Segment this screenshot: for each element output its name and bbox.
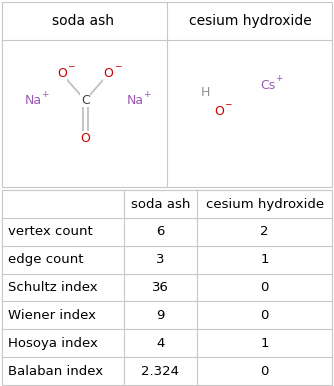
Text: 4: 4 — [156, 337, 165, 350]
Text: 1: 1 — [261, 337, 269, 350]
Text: +: + — [276, 74, 283, 83]
Text: O: O — [104, 67, 114, 80]
Text: 1: 1 — [261, 253, 269, 266]
Text: 9: 9 — [156, 309, 165, 322]
Text: Wiener index: Wiener index — [8, 309, 96, 322]
Text: soda ash: soda ash — [131, 198, 190, 210]
Text: 36: 36 — [152, 281, 169, 294]
Text: 0: 0 — [261, 309, 269, 322]
Text: cesium hydroxide: cesium hydroxide — [206, 198, 324, 210]
Text: −: − — [224, 99, 232, 108]
Text: −: − — [114, 61, 122, 70]
Text: O: O — [80, 132, 90, 145]
Text: Schultz index: Schultz index — [8, 281, 98, 294]
Text: +: + — [41, 90, 48, 99]
Text: C: C — [81, 94, 90, 107]
Text: edge count: edge count — [8, 253, 84, 266]
Text: Balaban index: Balaban index — [8, 365, 104, 378]
Text: Na: Na — [127, 94, 144, 107]
Text: 3: 3 — [156, 253, 165, 266]
Text: H: H — [201, 86, 210, 99]
Text: Cs: Cs — [261, 79, 276, 91]
Text: 2: 2 — [261, 225, 269, 239]
Text: cesium hydroxide: cesium hydroxide — [189, 14, 312, 28]
Text: 2.324: 2.324 — [141, 365, 179, 378]
Text: −: − — [67, 61, 75, 70]
Text: Na: Na — [25, 94, 42, 107]
Text: Hosoya index: Hosoya index — [8, 337, 98, 350]
Text: O: O — [214, 105, 224, 118]
Text: +: + — [143, 90, 150, 99]
Text: 6: 6 — [156, 225, 165, 239]
Text: 0: 0 — [261, 365, 269, 378]
Text: soda ash: soda ash — [52, 14, 115, 28]
Text: vertex count: vertex count — [8, 225, 93, 239]
Text: O: O — [57, 67, 67, 80]
Text: 0: 0 — [261, 281, 269, 294]
